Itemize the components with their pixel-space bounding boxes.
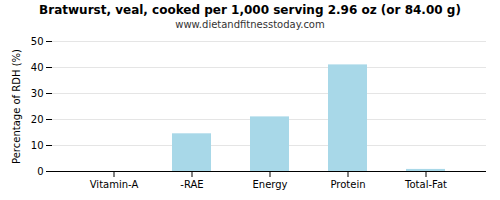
svg-text:Vitamin-A: Vitamin-A [90, 179, 139, 190]
svg-text:Total-Fat: Total-Fat [404, 179, 447, 190]
svg-text:Percentage of RDH (%): Percentage of RDH (%) [11, 49, 22, 164]
svg-text:Protein: Protein [330, 179, 365, 190]
svg-text:20: 20 [31, 114, 44, 125]
html-text:www.dietandfitnesstoday.com: www.dietandfitnesstoday.com [175, 19, 325, 30]
svg-text:30: 30 [31, 88, 44, 99]
svg-text:-RAE: -RAE [180, 179, 203, 190]
svg-text:0: 0 [37, 166, 43, 177]
svg-text:Energy: Energy [252, 179, 287, 190]
html-text:Bratwurst, veal, cooked per 1,: Bratwurst, veal, cooked per 1,000 servin… [39, 3, 461, 17]
svg-text:40: 40 [31, 62, 44, 73]
svg-text:50: 50 [31, 36, 44, 47]
svg-text:10: 10 [31, 140, 44, 151]
